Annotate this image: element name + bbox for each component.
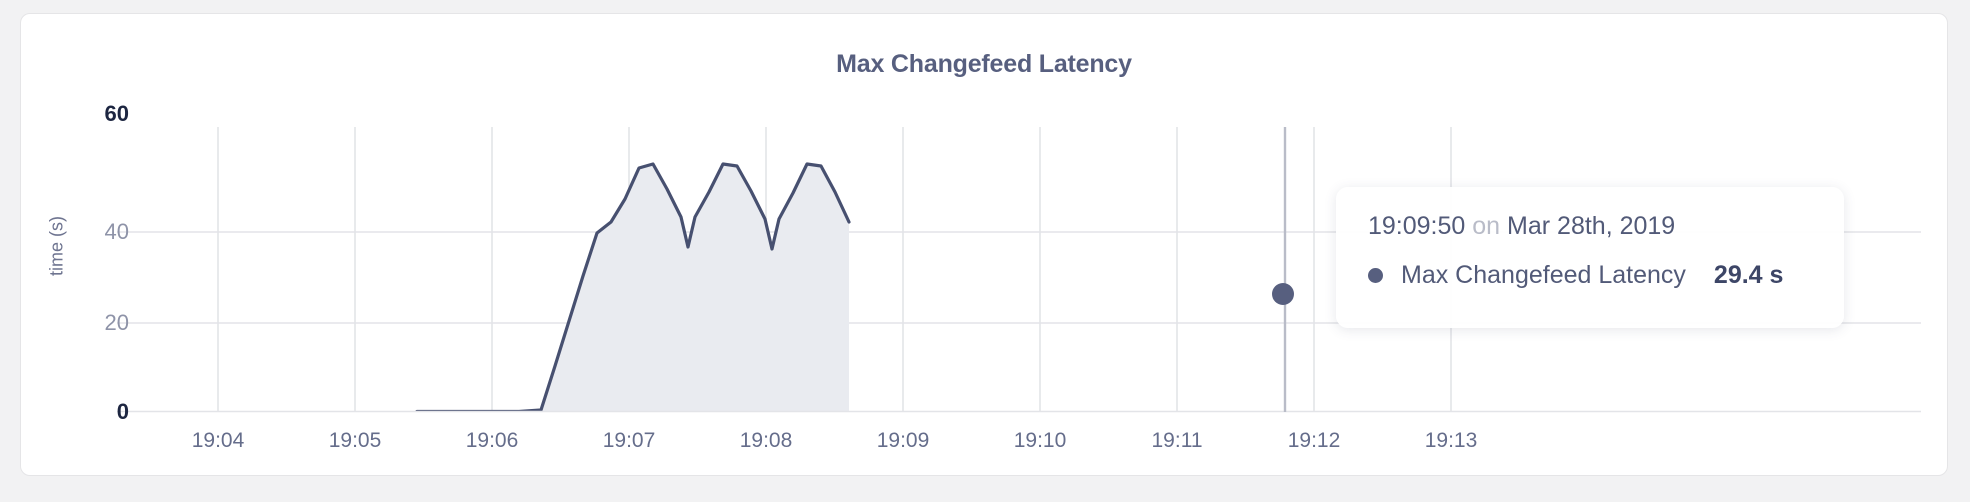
x-tick-1906: 19:06 xyxy=(465,429,519,452)
series-color-dot-icon xyxy=(1368,267,1383,283)
x-tick-1910: 19:10 xyxy=(1013,429,1067,452)
y-axis-label: time (s) xyxy=(46,216,67,276)
page-title: Max Changefeed Latency xyxy=(836,50,1132,78)
tooltip-time: 19:09:50 xyxy=(1368,212,1466,240)
y-tick-60: 60 xyxy=(104,101,129,126)
chart-card: Max Changefeed Latency xyxy=(20,13,1948,476)
hover-point-marker[interactable] xyxy=(1272,283,1294,305)
x-tick-1904: 19:04 xyxy=(191,429,245,452)
y-tick-0: 0 xyxy=(116,399,129,424)
x-tick-1913: 19:13 xyxy=(1424,429,1478,452)
x-tick-1911: 19:11 xyxy=(1151,429,1203,452)
tooltip-timestamp: 19:09:50 on Mar 28th, 2019 xyxy=(1368,212,1812,241)
tooltip-date: Mar 28th, 2019 xyxy=(1507,212,1676,240)
x-tick-1905: 19:05 xyxy=(328,429,382,452)
y-tick-40: 40 xyxy=(104,219,129,244)
tooltip-series-value: 29.4 s xyxy=(1713,260,1784,289)
y-tick-20: 20 xyxy=(104,310,129,335)
tooltip-series-name: Max Changefeed Latency xyxy=(1401,260,1686,289)
tooltip-on-word: on xyxy=(1472,212,1501,240)
x-tick-1912: 19:12 xyxy=(1287,429,1341,452)
x-tick-1909: 19:09 xyxy=(876,429,930,452)
series-line xyxy=(415,162,851,412)
chart-tooltip: 19:09:50 on Mar 28th, 2019 Max Changefee… xyxy=(1336,187,1844,328)
chart-plot-area[interactable] xyxy=(21,14,1948,476)
x-tick-1907: 19:07 xyxy=(602,429,656,452)
x-tick-1908: 19:08 xyxy=(739,429,793,452)
series-area-fill xyxy=(417,164,849,412)
tooltip-series-row: Max Changefeed Latency 29.4 s xyxy=(1368,261,1812,290)
